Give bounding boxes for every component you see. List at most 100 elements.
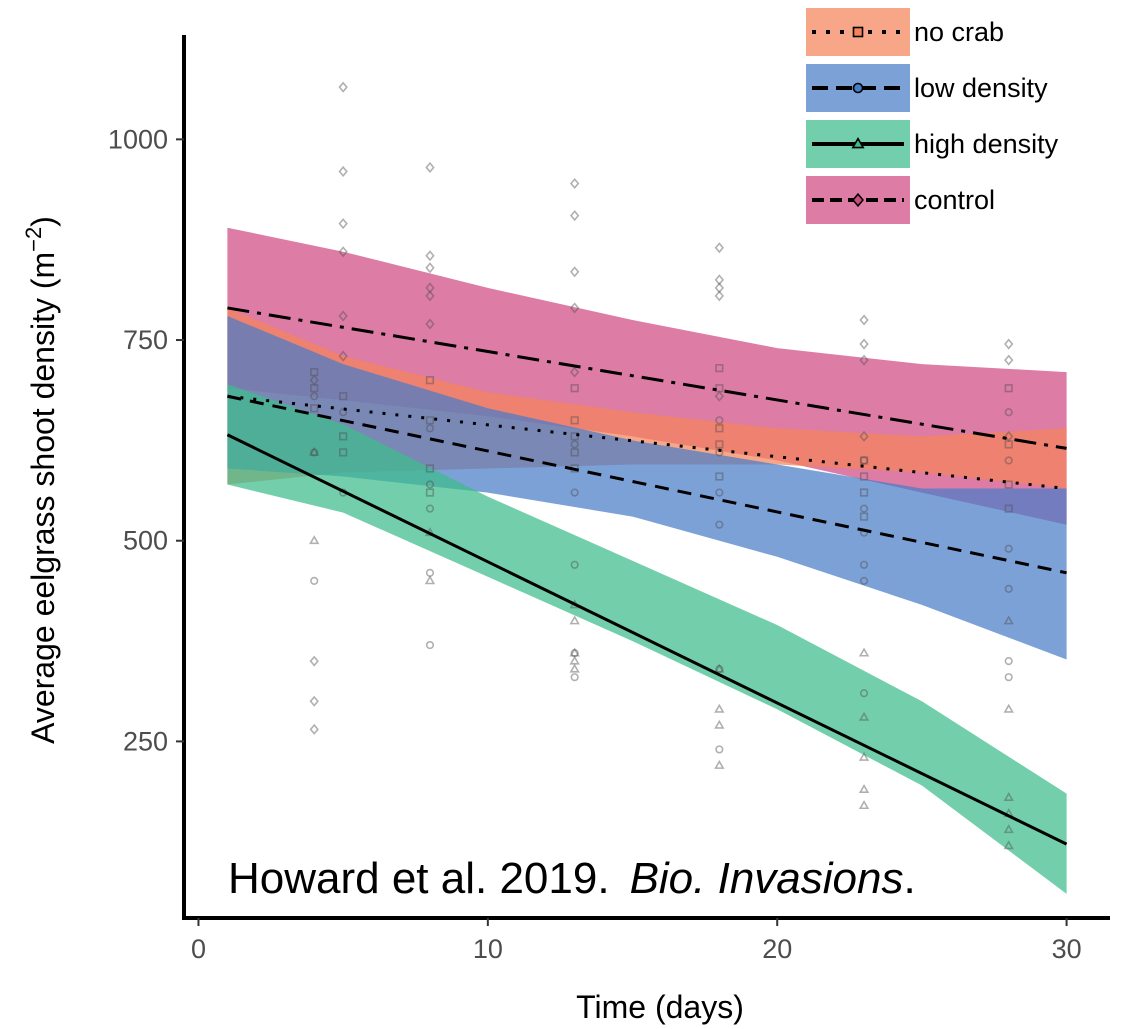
point-control	[309, 374, 319, 386]
point-control	[1004, 430, 1014, 442]
point-control	[338, 350, 348, 362]
point-high-density	[309, 535, 320, 545]
point-low-density	[310, 448, 319, 457]
point-high-density	[1003, 615, 1014, 625]
point-no-crab	[1004, 384, 1013, 393]
y-axis-title: Average eelgrass shoot density (m−2)	[21, 216, 61, 744]
point-high-density	[714, 663, 725, 673]
point-no-crab	[859, 488, 869, 497]
point-low-density	[859, 689, 869, 698]
legend-marker-no-crab	[852, 26, 864, 38]
point-control	[425, 161, 435, 173]
point-no-crab	[339, 432, 348, 441]
point-low-density	[859, 560, 869, 569]
point-no-crab	[715, 424, 724, 433]
x-axis-ticks: 0 10 20 30	[191, 918, 1082, 964]
point-control	[569, 302, 580, 314]
point-control	[714, 282, 725, 294]
y-tick-label: 500	[123, 526, 168, 556]
point-control	[569, 366, 580, 378]
point-low-density	[310, 576, 319, 585]
point-no-crab	[310, 368, 319, 377]
point-no-crab	[715, 384, 724, 393]
point-high-density	[1003, 792, 1014, 802]
point-control	[1004, 354, 1014, 366]
point-control	[309, 655, 319, 667]
legend-label-control: control	[914, 185, 995, 215]
legend-label-low-density: low density	[914, 73, 1048, 103]
point-low-density	[1004, 584, 1013, 593]
point-high-density	[714, 719, 725, 729]
point-no-crab	[570, 384, 579, 393]
point-high-density	[1003, 824, 1014, 834]
point-low-density	[715, 665, 724, 674]
point-low-density	[715, 520, 724, 529]
point-low-density	[425, 480, 435, 489]
point-no-crab	[310, 404, 319, 413]
point-control	[425, 262, 435, 274]
point-low-density	[570, 440, 579, 449]
point-low-density	[859, 576, 869, 585]
x-tick-label: 20	[762, 934, 792, 964]
point-low-density	[715, 416, 724, 425]
point-control	[309, 723, 319, 735]
data-points	[309, 81, 1014, 850]
point-no-crab	[425, 376, 435, 385]
fit-line-low-density	[227, 394, 1067, 575]
point-control	[859, 314, 869, 326]
point-high-density	[424, 575, 436, 585]
point-low-density	[1004, 408, 1013, 417]
point-no-crab	[715, 440, 724, 449]
point-high-density	[1003, 840, 1014, 850]
point-control	[859, 338, 869, 350]
point-low-density	[715, 745, 724, 754]
point-low-density	[1004, 657, 1013, 666]
fit-line-high-density	[226, 433, 1068, 846]
legend-marker-high-density	[851, 136, 865, 149]
point-control	[425, 318, 435, 330]
point-high-density	[309, 446, 320, 456]
point-no-crab	[570, 448, 579, 457]
point-no-crab	[1004, 440, 1013, 449]
y-tick-label: 750	[123, 325, 168, 355]
legend-marker-control	[852, 192, 864, 208]
point-low-density	[1004, 544, 1013, 553]
legend-marker-low-density	[852, 82, 864, 94]
point-control	[859, 354, 869, 366]
fit-lines	[226, 306, 1068, 846]
point-no-crab	[425, 488, 435, 497]
point-control	[859, 430, 869, 442]
point-control	[714, 274, 725, 286]
point-low-density	[425, 640, 435, 650]
point-high-density	[714, 703, 725, 713]
point-control	[714, 290, 725, 302]
point-high-density	[858, 783, 870, 794]
point-no-crab	[310, 384, 319, 393]
point-high-density	[858, 751, 870, 761]
y-tick-label: 1000	[108, 124, 168, 154]
point-low-density	[339, 408, 348, 417]
point-high-density	[858, 800, 870, 810]
point-control	[425, 250, 435, 262]
point-no-crab	[425, 464, 435, 473]
point-control	[338, 218, 348, 230]
point-no-crab	[1004, 480, 1013, 489]
point-no-crab	[859, 512, 869, 521]
point-high-density	[858, 711, 870, 721]
point-low-density	[859, 456, 869, 465]
point-control	[569, 177, 580, 190]
point-low-density	[425, 504, 435, 513]
point-high-density	[569, 647, 580, 657]
point-no-crab	[339, 392, 348, 401]
legend: no crab low density high density control	[806, 8, 1059, 224]
x-tick-label: 30	[1052, 934, 1082, 964]
legend-label-no-crab: no crab	[914, 17, 1004, 47]
fit-line-control	[227, 306, 1067, 450]
point-high-density	[858, 647, 870, 657]
point-low-density	[570, 673, 579, 682]
point-low-density	[425, 568, 435, 577]
point-high-density	[714, 759, 725, 769]
point-no-crab	[425, 416, 435, 425]
point-control	[569, 266, 580, 278]
